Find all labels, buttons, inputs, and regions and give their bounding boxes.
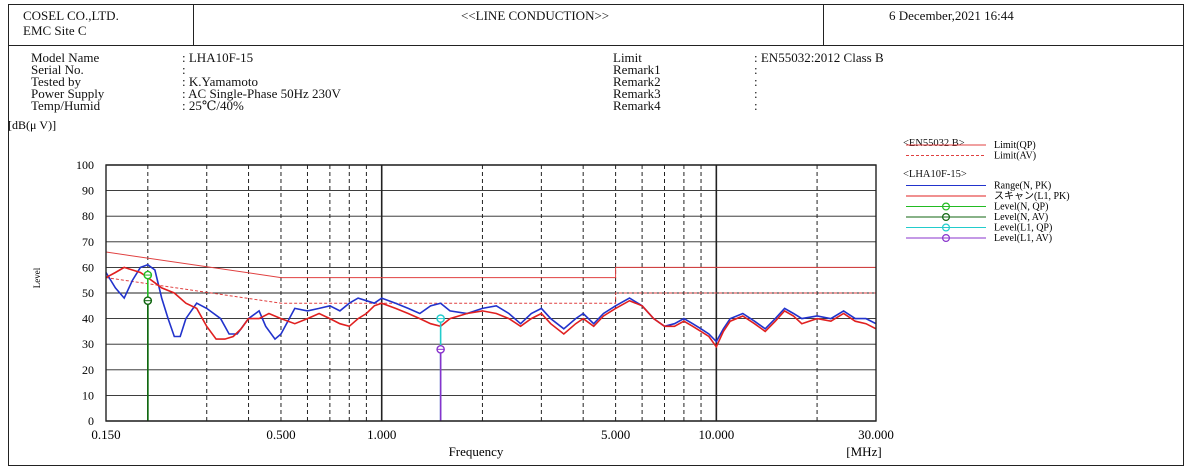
legend-label: Level(L1, AV) [994,233,1052,244]
y-tick-label: 10 [82,388,94,402]
info-value: : [754,74,758,89]
info-label: Temp/Humid [31,98,101,113]
info-label: Remark4 [613,98,661,113]
title-box: <<LINE CONDUCTION>> [193,5,824,45]
x-tick-label: 10.000 [698,427,734,442]
y-tick-label: 70 [82,235,94,249]
company-name: COSEL CO.,LTD. [23,8,119,23]
report-datetime: 6 December,2021 16:44 [889,8,1014,23]
info-value: : EN55032:2012 Class B [754,50,884,65]
info-label: Power Supply [31,86,105,101]
legend-swatches: Limit(QP)Limit(AV) Range(N, PK)スキャン(L1, P… [906,140,1070,244]
company-box: COSEL CO.,LTD. EMC Site C [9,5,194,45]
info-label: Remark2 [613,74,661,89]
info-label: Tested by [31,74,81,89]
plot-area-border [105,164,877,422]
info-value: : [754,86,758,101]
report-title: <<LINE CONDUCTION>> [461,8,610,23]
chart-axes: 0 10 20 30 40 50 60 70 80 90 100 0.150 0.500 1.000 5.0… [76,158,894,442]
chart-plot [105,251,877,421]
legend-label: Range(N, PK) [994,181,1051,192]
y-tick-label: 100 [76,158,94,172]
info-value: : LHA10F-15 [182,50,254,65]
report-header: COSEL CO.,LTD. EMC Site C <<LINE CONDUCT… [9,5,1183,46]
y-tick-label: 50 [82,286,94,300]
series-line [105,277,876,304]
info-label: Remark3 [613,86,661,101]
info-label: Remark1 [613,62,661,77]
y-tick-label: 30 [82,337,94,351]
y-axis-side-label: Level [32,267,42,288]
info-label: Limit [613,50,642,65]
x-tick-label: 0.150 [91,427,120,442]
y-tick-label: 90 [82,184,94,198]
series-line [105,266,877,349]
y-tick-label: 80 [82,209,94,223]
legend-label: Level(L1, QP) [994,223,1052,234]
legend-group-title: <LHA10F-15> [903,169,967,180]
legend-label: Limit(QP) [994,140,1036,151]
report-frame: COSEL CO.,LTD. EMC Site C <<LINE CONDUCT… [8,4,1184,466]
legend-label: スキャン(L1, PK) [994,191,1070,202]
y-tick-label: 0 [88,414,94,428]
info-value: : AC Single-Phase 50Hz 230V [182,86,341,101]
info-value: : 25℃/40% [182,98,244,113]
x-tick-label: 5.000 [601,427,630,442]
legend-label: Limit(AV) [994,151,1036,162]
y-axis-unit-label: [dB(μ V)] [8,118,56,132]
info-label: Serial No. [31,62,84,77]
x-tick-label: 1.000 [367,427,396,442]
info-value: : [182,62,186,77]
legend-label: Level(N, AV) [994,212,1048,223]
y-tick-label: 60 [82,260,94,274]
info-value: : [754,62,758,77]
info-value: : [754,98,758,113]
y-tick-label: 20 [82,363,94,377]
legend-group-title: <EN55032 B> [903,138,965,149]
x-tick-label: 0.500 [266,427,295,442]
legend-label: Level(N, QP) [994,202,1048,213]
site-name: EMC Site C [23,23,87,38]
info-value: : K.Yamamoto [182,74,258,89]
info-label: Model Name [31,50,100,65]
y-tick-label: 40 [82,312,94,326]
x-axis-label: Frequency [449,444,504,459]
series-line [105,251,876,279]
x-tick-label: 30.000 [858,427,894,442]
x-axis-unit-label: [MHz] [846,444,881,459]
